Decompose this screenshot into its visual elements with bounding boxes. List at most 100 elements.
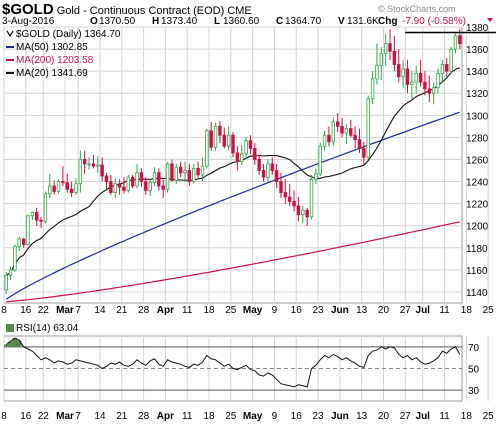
- low-value: 1360.60: [223, 16, 260, 27]
- price-x-tick-label: 16: [291, 305, 303, 316]
- rsi-x-tick-label: 9: [272, 411, 278, 422]
- open-value: 1370.50: [99, 16, 136, 27]
- price-x-tick-label: 8: [1, 305, 7, 316]
- candle-body: [353, 134, 357, 141]
- candle-body: [100, 164, 104, 177]
- price-x-tick-label: 22: [38, 305, 50, 316]
- candle-body: [82, 159, 87, 165]
- candle-body: [183, 170, 187, 174]
- rsi-x-tick-label: 18: [203, 411, 215, 422]
- candle-body: [157, 172, 161, 187]
- candle-body: [187, 170, 192, 182]
- price-x-tick-label: 9: [272, 305, 278, 316]
- candle-body: [383, 43, 388, 54]
- price-y-tick-label: 1200: [466, 222, 489, 233]
- candle-body: [309, 178, 314, 218]
- candle-body: [192, 167, 196, 182]
- candle-body: [340, 125, 344, 134]
- price-y-tick-label: 1180: [466, 244, 488, 255]
- ma20-line: [5, 67, 461, 276]
- candle-body: [65, 182, 69, 190]
- rsi-x-tick-label: 16: [291, 411, 303, 422]
- legend-ma50: MA(50) 1302.85: [16, 42, 88, 53]
- candle-body: [418, 72, 423, 83]
- legend-main-swatch: [6, 30, 14, 38]
- volume-label: V: [338, 16, 345, 27]
- candle-body: [248, 140, 253, 149]
- price-x-tick-label: 23: [312, 305, 324, 316]
- candle-body: [152, 172, 157, 184]
- candle-body: [388, 43, 392, 52]
- high-value: 1373.40: [161, 16, 198, 27]
- price-y-tick-label: 1320: [466, 89, 489, 100]
- candle-body: [440, 64, 445, 74]
- candle-body: [13, 246, 17, 271]
- candle-body: [244, 140, 248, 155]
- price-x-tick-label: Jul: [416, 305, 431, 316]
- candle-body: [30, 212, 35, 217]
- candle-body: [370, 78, 375, 100]
- candle-body: [222, 134, 226, 147]
- rsi-y-tick-label: 50: [468, 365, 480, 376]
- candle-body: [240, 153, 244, 163]
- rsi-x-tick-label: Jul: [416, 411, 431, 422]
- change-value: -7.90 (-0.58%): [402, 16, 466, 27]
- watermark: © StockCharts.com: [378, 4, 456, 14]
- candle-body: [301, 209, 305, 216]
- price-y-tick-label: 1140: [466, 288, 488, 299]
- price-x-tick-label: 18: [461, 305, 473, 316]
- symbol: $GOLD: [2, 1, 54, 18]
- rsi-x-tick-label: 23: [312, 411, 324, 422]
- candle-body: [375, 65, 379, 80]
- candle-body: [427, 88, 431, 94]
- candle-body: [327, 134, 331, 143]
- price-x-tick-label: Apr: [157, 305, 174, 316]
- candle-body: [431, 87, 436, 94]
- candle-body: [274, 170, 279, 182]
- price-y-tick-label: 1380: [466, 23, 489, 34]
- candle-body: [392, 50, 397, 65]
- rsi-x-tick-label: 25: [483, 411, 495, 422]
- rsi-x-tick-label: 20: [378, 411, 390, 422]
- rsi-x-tick-label: 14: [94, 411, 106, 422]
- candle-body: [139, 172, 144, 182]
- rsi-x-tick-label: 18: [461, 411, 473, 422]
- rsi-x-tick-label: 22: [38, 411, 50, 422]
- candle-body: [48, 185, 52, 195]
- candle-body: [109, 181, 113, 193]
- price-y-tick-label: 1260: [466, 155, 489, 166]
- candle-body: [170, 163, 174, 181]
- candle-body: [362, 148, 366, 158]
- rsi-line: [5, 337, 461, 388]
- candle-body: [423, 81, 427, 90]
- candle-body: [200, 165, 205, 176]
- candle-body: [410, 81, 414, 85]
- candle-body: [314, 173, 318, 180]
- candle-body: [283, 192, 288, 198]
- chart-header: $GOLD Gold - Continuous Contract (EOD) C…: [2, 1, 252, 18]
- close-value: 1364.70: [285, 16, 322, 27]
- candle-body: [135, 172, 139, 187]
- candle-body: [196, 167, 200, 176]
- candle-body: [379, 53, 384, 67]
- candle-body: [161, 185, 165, 190]
- candle-body: [209, 130, 213, 148]
- price-x-tick-label: 14: [94, 305, 106, 316]
- candle-body: [205, 130, 209, 167]
- price-y-tick-label: 1300: [466, 111, 489, 122]
- price-y-tick-label: 1360: [466, 45, 489, 56]
- rsi-x-tick-label: 28: [138, 411, 150, 422]
- candle-body: [69, 188, 74, 193]
- price-x-tick-label: 13: [356, 305, 368, 316]
- ma200-line: [6, 221, 460, 303]
- price-x-tick-label: 21: [116, 305, 128, 316]
- candle-body: [397, 64, 401, 78]
- candle-body: [130, 176, 135, 187]
- candle-body: [61, 181, 65, 184]
- legend-rsi: RSI(14) 63.04: [16, 323, 79, 334]
- candle-body: [366, 98, 370, 158]
- candle-body: [43, 193, 48, 222]
- price-y-tick-label: 1280: [466, 133, 489, 144]
- candle-body: [174, 166, 179, 181]
- candle-body: [287, 196, 292, 202]
